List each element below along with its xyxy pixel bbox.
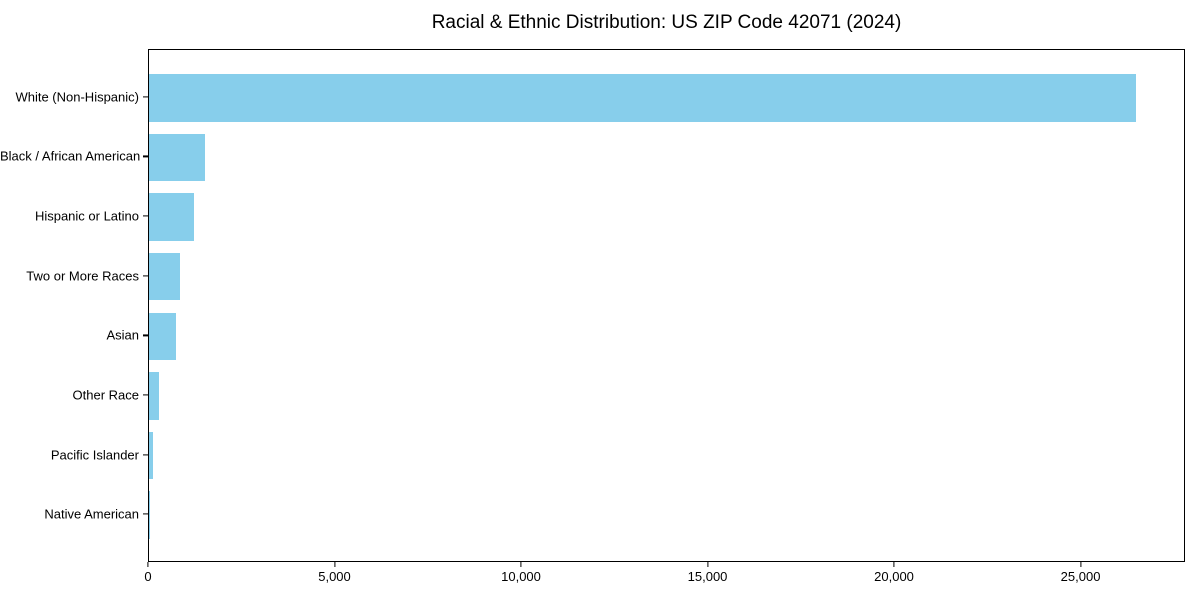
x-tick-mark [147,562,149,567]
y-tick-label: Black / African American [0,148,141,164]
bar [149,372,160,420]
y-tick-label: Two or More Races [26,268,139,284]
y-tick-mark [143,513,148,515]
chart-title: Racial & Ethnic Distribution: US ZIP Cod… [431,12,902,33]
y-tick-mark [143,155,148,157]
x-tick-mark [893,562,895,567]
x-tick-mark [706,562,709,567]
x-tick-label: 20,000 [874,569,914,584]
bar [149,193,194,241]
y-tick-mark [143,215,148,217]
x-tick-label: 15,000 [687,569,728,584]
y-tick-label: White (Non-Hispanic) [15,89,139,105]
bar [149,252,181,301]
y-tick-label: Native American [44,506,139,522]
bar [149,312,177,361]
x-tick-label: 25,000 [1060,569,1101,584]
plot-area [148,49,1185,562]
y-tick-mark [143,454,148,456]
y-tick-label: Pacific Islander [50,447,139,463]
y-tick-mark [143,334,148,336]
bar [149,133,205,182]
bar [149,491,151,540]
y-tick-mark [143,275,148,277]
x-tick-mark [1079,562,1082,567]
bar [149,73,1136,122]
y-tick-label: Asian [106,327,139,343]
bar [149,431,154,480]
x-tick-label: 0 [144,569,152,584]
y-tick-mark [143,96,148,98]
x-tick-mark [520,562,522,567]
x-tick-mark [333,562,336,567]
y-tick-mark [143,394,148,396]
y-tick-label: Other Race [72,387,139,403]
x-tick-label: 10,000 [501,569,541,584]
x-tick-label: 5,000 [318,569,351,584]
y-tick-label: Hispanic or Latino [34,208,139,224]
